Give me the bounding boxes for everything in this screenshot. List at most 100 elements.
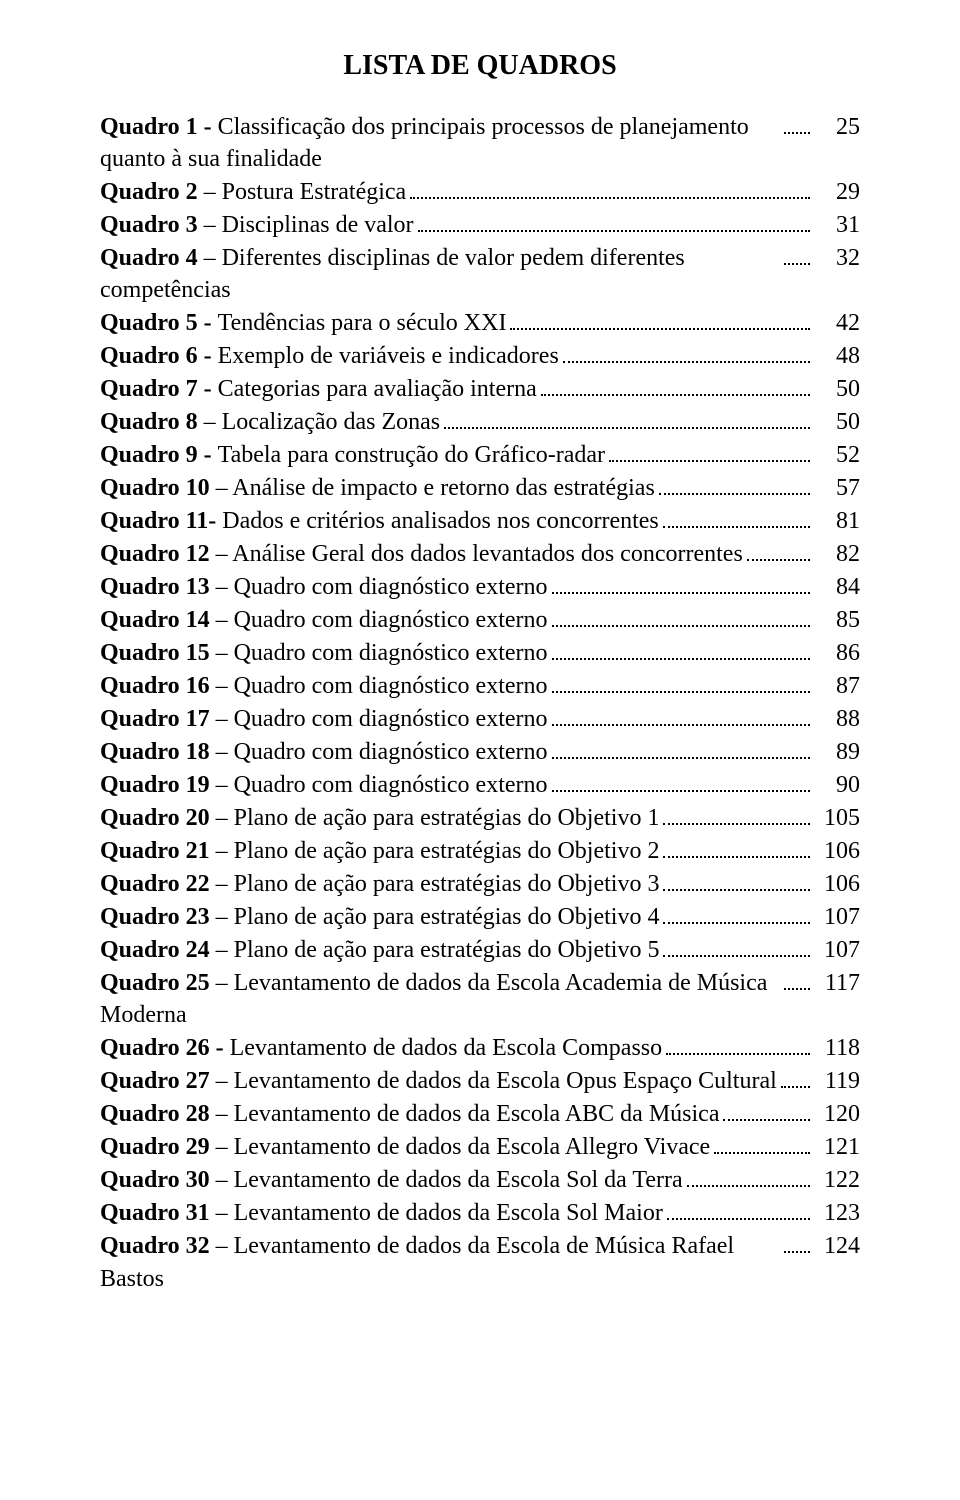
toc-entry-label: Quadro 22 – Plano de ação para estratégi… (100, 868, 659, 900)
toc-entry: Quadro 4 – Diferentes disciplinas de val… (100, 241, 860, 306)
toc-entry-page: 106 (814, 868, 860, 900)
toc-entry: Quadro 30 – Levantamento de dados da Esc… (100, 1164, 860, 1197)
toc-entry-label: Quadro 3 – Disciplinas de valor (100, 209, 414, 241)
toc-entry-page: 25 (814, 111, 860, 143)
toc-entry-page: 88 (814, 703, 860, 735)
toc-entry: Quadro 25 – Levantamento de dados da Esc… (100, 966, 860, 1031)
toc-entry: Quadro 31 – Levantamento de dados da Esc… (100, 1197, 860, 1230)
toc-entry: Quadro 23 – Plano de ação para estratégi… (100, 900, 860, 933)
toc-entry-page: 107 (814, 934, 860, 966)
toc-entry-label: Quadro 26 - Levantamento de dados da Esc… (100, 1032, 662, 1064)
toc-entry: Quadro 15 – Quadro com diagnóstico exter… (100, 637, 860, 670)
toc-entry-label: Quadro 30 – Levantamento de dados da Esc… (100, 1164, 683, 1196)
toc-entry-page: 117 (814, 967, 860, 999)
toc-entry-leader (541, 373, 810, 397)
toc-entry: Quadro 32 – Levantamento de dados da Esc… (100, 1230, 860, 1295)
toc-entry-label: Quadro 27 – Levantamento de dados da Esc… (100, 1065, 777, 1097)
toc-entry-label: Quadro 19 – Quadro com diagnóstico exter… (100, 769, 548, 801)
toc-entry-page: 89 (814, 736, 860, 768)
toc-entry-label: Quadro 11- Dados e critérios analisados … (100, 505, 659, 537)
toc-entry-page: 50 (814, 373, 860, 405)
toc-entry-label: Quadro 25 – Levantamento de dados da Esc… (100, 967, 780, 1032)
toc-entry: Quadro 24 – Plano de ação para estratégi… (100, 933, 860, 966)
toc-entry: Quadro 2 – Postura Estratégica29 (100, 175, 860, 208)
toc-entry-leader (552, 703, 810, 727)
toc-entry-label: Quadro 24 – Plano de ação para estratégi… (100, 934, 659, 966)
toc-entry-leader (784, 110, 810, 134)
toc-entry: Quadro 19 – Quadro com diagnóstico exter… (100, 769, 860, 802)
toc-entry-label: Quadro 4 – Diferentes disciplinas de val… (100, 242, 780, 307)
toc-entry-label: Quadro 9 - Tabela para construção do Grá… (100, 439, 605, 471)
entries-container: Quadro 1 - Classificação dos principais … (100, 110, 860, 1295)
toc-entry: Quadro 8 – Localização das Zonas50 (100, 406, 860, 439)
toc-entry-page: 84 (814, 571, 860, 603)
toc-entry: Quadro 22 – Plano de ação para estratégi… (100, 867, 860, 900)
toc-entry-page: 122 (814, 1164, 860, 1196)
toc-entry-leader (563, 340, 810, 364)
toc-entry-label: Quadro 2 – Postura Estratégica (100, 176, 406, 208)
toc-entry: Quadro 12 – Análise Geral dos dados leva… (100, 538, 860, 571)
toc-entry: Quadro 1 - Classificação dos principais … (100, 110, 860, 175)
toc-entry-label: Quadro 29 – Levantamento de dados da Esc… (100, 1131, 710, 1163)
toc-entry-page: 86 (814, 637, 860, 669)
toc-entry-label: Quadro 5 - Tendências para o século XXI (100, 307, 506, 339)
toc-entry-leader (747, 538, 810, 562)
toc-entry-label: Quadro 20 – Plano de ação para estratégi… (100, 802, 659, 834)
toc-entry: Quadro 20 – Plano de ação para estratégi… (100, 801, 860, 834)
toc-entry-leader (552, 670, 810, 694)
toc-entry-leader (663, 867, 810, 891)
toc-entry-leader (663, 505, 810, 529)
toc-entry-page: 31 (814, 209, 860, 241)
toc-entry-page: 90 (814, 769, 860, 801)
toc-entry-page: 120 (814, 1098, 860, 1130)
toc-entry-page: 106 (814, 835, 860, 867)
toc-entry-label: Quadro 28 – Levantamento de dados da Esc… (100, 1098, 719, 1130)
toc-entry-label: Quadro 10 – Análise de impacto e retorno… (100, 472, 655, 504)
toc-entry-label: Quadro 6 - Exemplo de variáveis e indica… (100, 340, 559, 372)
toc-entry-label: Quadro 12 – Análise Geral dos dados leva… (100, 538, 743, 570)
toc-entry: Quadro 6 - Exemplo de variáveis e indica… (100, 340, 860, 373)
toc-entry-label: Quadro 8 – Localização das Zonas (100, 406, 440, 438)
toc-entry-leader (784, 966, 810, 990)
toc-entry-leader (659, 472, 810, 496)
toc-entry-page: 85 (814, 604, 860, 636)
toc-entry: Quadro 16 – Quadro com diagnóstico exter… (100, 670, 860, 703)
toc-entry-leader (552, 637, 810, 661)
toc-entry-page: 32 (814, 242, 860, 274)
toc-entry-leader (784, 241, 810, 265)
toc-entry: Quadro 9 - Tabela para construção do Grá… (100, 439, 860, 472)
toc-entry-label: Quadro 16 – Quadro com diagnóstico exter… (100, 670, 548, 702)
toc-entry-page: 52 (814, 439, 860, 471)
toc-entry-label: Quadro 15 – Quadro com diagnóstico exter… (100, 637, 548, 669)
toc-entry-page: 105 (814, 802, 860, 834)
toc-entry-label: Quadro 17 – Quadro com diagnóstico exter… (100, 703, 548, 735)
toc-entry: Quadro 14 – Quadro com diagnóstico exter… (100, 604, 860, 637)
toc-entry-leader (784, 1230, 810, 1254)
toc-entry: Quadro 10 – Análise de impacto e retorno… (100, 472, 860, 505)
toc-entry-page: 87 (814, 670, 860, 702)
toc-entry-leader (418, 208, 810, 232)
toc-entry-label: Quadro 23 – Plano de ação para estratégi… (100, 901, 659, 933)
toc-entry-leader (552, 736, 810, 760)
toc-entry-leader (663, 834, 810, 858)
toc-entry-page: 121 (814, 1131, 860, 1163)
toc-entry: Quadro 27 – Levantamento de dados da Esc… (100, 1065, 860, 1098)
toc-entry-label: Quadro 1 - Classificação dos principais … (100, 111, 780, 176)
toc-entry-label: Quadro 7 - Categorias para avaliação int… (100, 373, 537, 405)
page-container: LISTA DE QUADROS Quadro 1 - Classificaçã… (0, 0, 960, 1500)
toc-entry-page: 118 (814, 1032, 860, 1064)
toc-entry-leader (552, 769, 810, 793)
toc-entry: Quadro 7 - Categorias para avaliação int… (100, 373, 860, 406)
toc-entry-leader (687, 1164, 810, 1188)
toc-entry-label: Quadro 13 – Quadro com diagnóstico exter… (100, 571, 548, 603)
toc-entry-page: 124 (814, 1230, 860, 1262)
toc-entry-leader (552, 604, 810, 628)
toc-entry-page: 48 (814, 340, 860, 372)
toc-entry-page: 57 (814, 472, 860, 504)
toc-entry: Quadro 17 – Quadro com diagnóstico exter… (100, 703, 860, 736)
toc-entry-page: 81 (814, 505, 860, 537)
toc-entry-leader (723, 1098, 810, 1122)
toc-entry-leader (609, 439, 810, 463)
toc-entry-leader (510, 307, 810, 331)
toc-entry: Quadro 13 – Quadro com diagnóstico exter… (100, 571, 860, 604)
